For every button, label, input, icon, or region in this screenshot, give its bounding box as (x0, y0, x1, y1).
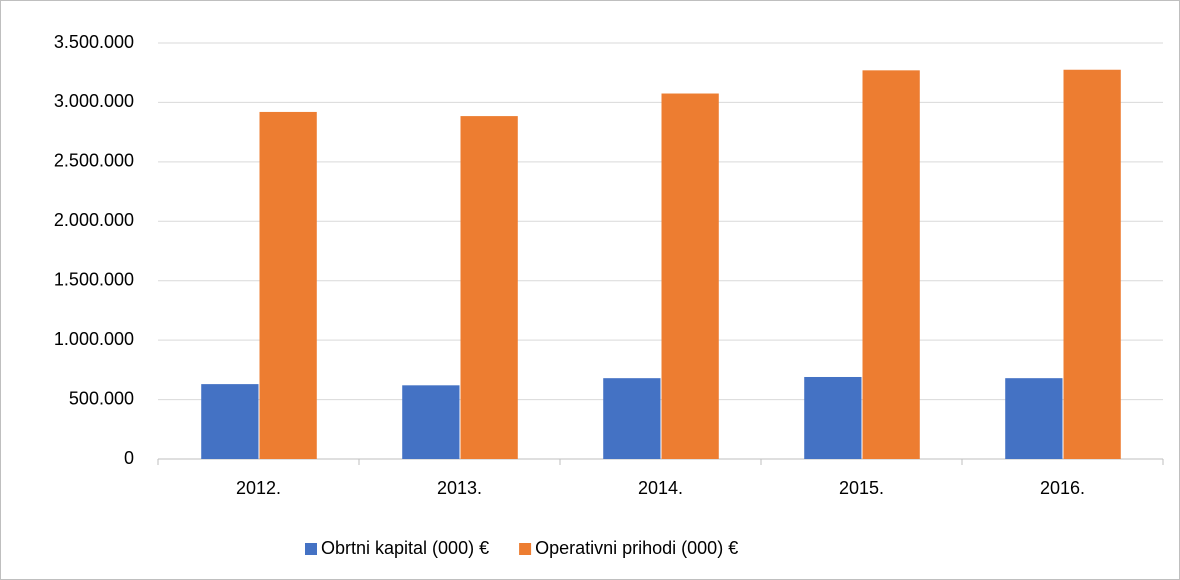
bar (402, 385, 460, 459)
legend-label: Obrtni kapital (000) € (321, 538, 489, 558)
y-tick-label: 3.500.000 (54, 32, 134, 52)
y-tick-label: 3.000.000 (54, 91, 134, 111)
bar (201, 384, 259, 459)
bar (1005, 378, 1063, 459)
x-tick-label: 2016. (1040, 478, 1085, 498)
y-tick-label: 2.000.000 (54, 210, 134, 230)
legend-swatch (305, 543, 317, 555)
bar (1063, 69, 1121, 459)
x-tick-label: 2015. (839, 478, 884, 498)
bar (804, 376, 862, 459)
y-tick-label: 2.500.000 (54, 151, 134, 171)
y-tick-label: 500.000 (69, 388, 134, 408)
legend-swatch (519, 543, 532, 555)
bar (603, 378, 661, 459)
x-tick-label: 2013. (437, 478, 482, 498)
x-tick-label: 2012. (236, 478, 281, 498)
bar (259, 111, 317, 460)
y-tick-label: 1.500.000 (54, 269, 134, 289)
bar (862, 70, 920, 459)
legend-label: Operativni prihodi (000) € (535, 538, 738, 558)
x-tick-label: 2014. (638, 478, 683, 498)
bar (661, 93, 719, 459)
y-tick-label: 1.000.000 (54, 329, 134, 349)
y-tick-label: 0 (124, 448, 134, 468)
bar (460, 116, 518, 460)
